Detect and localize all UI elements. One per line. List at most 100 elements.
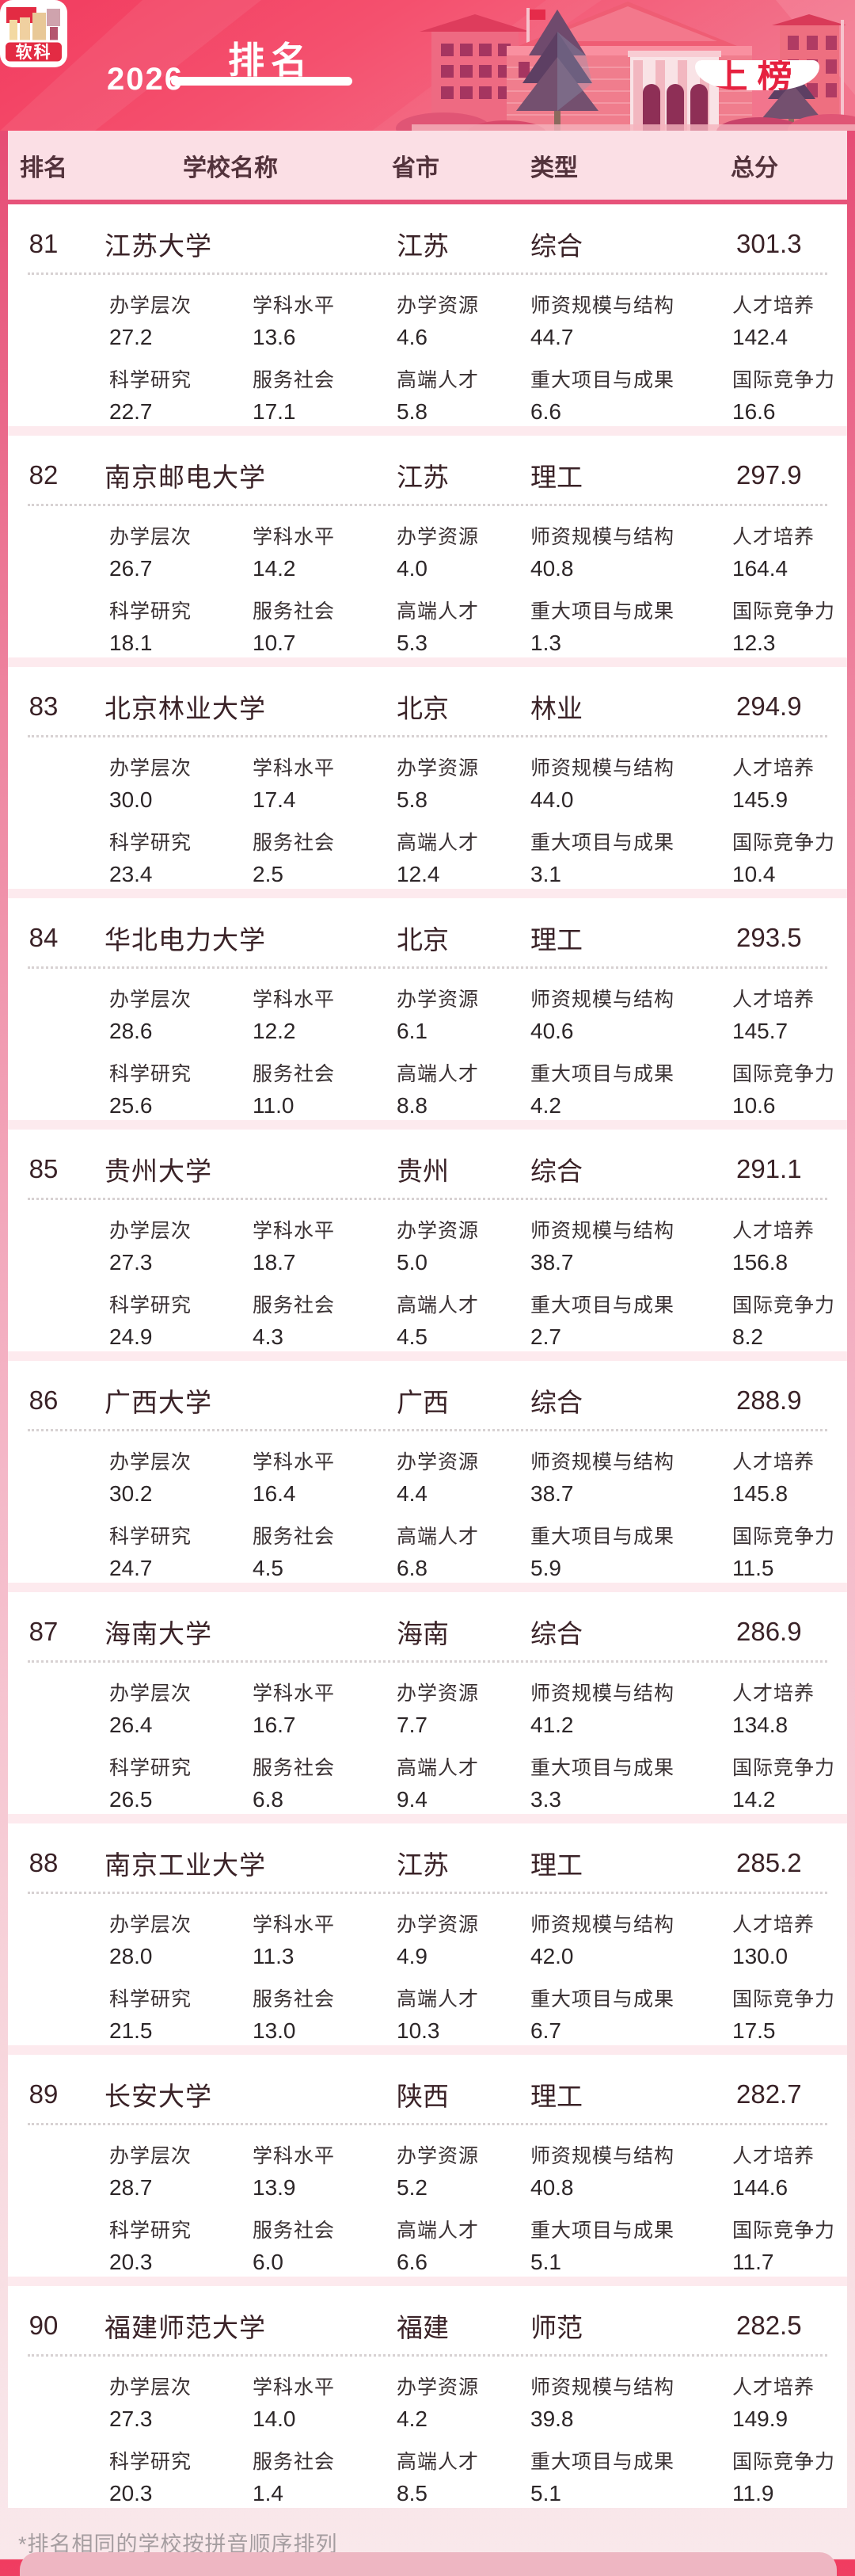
metric-value: 3.3	[530, 1787, 561, 1812]
metrics-grid: 办学层次 30.0 学科水平 17.4 办学资源 5.8 师资规模与结构 44.0 人才培养 14…	[8, 756, 847, 888]
ranking-year: 2026	[107, 62, 184, 97]
metric-cell: 重大项目与成果 2.7	[530, 1294, 732, 1351]
school-name: 长安大学	[104, 2082, 212, 2111]
metric-label: 科学研究	[109, 2451, 192, 2473]
rank-value: 81	[28, 229, 59, 258]
metric-cell: 科学研究 24.7	[109, 1525, 253, 1582]
metric-value: 7.7	[397, 1713, 428, 1737]
metric-value: 38.7	[530, 1481, 574, 1506]
metric-cell: 人才培养 145.8	[732, 1450, 847, 1507]
metric-cell: 办学资源 5.2	[397, 2144, 530, 2201]
metric-cell: 人才培养 142.4	[732, 294, 847, 351]
metric-cell: 服务社会 6.0	[253, 2219, 397, 2276]
metric-cell: 师资规模与结构 38.7	[530, 1450, 732, 1507]
metric-cell: 人才培养 130.0	[732, 1913, 847, 1970]
metric-value: 5.3	[397, 631, 428, 655]
dotted-divider	[28, 1892, 827, 1894]
metric-cell: 办学层次 30.0	[109, 756, 253, 814]
metric-label: 科学研究	[109, 1063, 192, 1085]
bottom-rounded-bar	[20, 2552, 837, 2576]
metric-cell: 高端人才 5.3	[397, 600, 530, 657]
metric-value: 12.2	[253, 1019, 296, 1043]
metric-cell: 国际竞争力 16.6	[732, 368, 847, 425]
metric-label: 人才培养	[732, 757, 815, 779]
school-card[interactable]: 84 华北电力大学 北京 理工 293.5 办学层次 28.6 学科水平 12.2 办学…	[8, 898, 847, 1120]
card-top-row: 83 北京林业大学 北京 林业 294.9	[8, 688, 847, 723]
type-value: 综合	[530, 1157, 583, 1186]
metric-value: 10.4	[732, 862, 776, 886]
metric-cell: 师资规模与结构 38.7	[530, 1219, 732, 1276]
metric-value: 30.2	[109, 1481, 153, 1506]
metric-value: 26.5	[109, 1787, 153, 1812]
school-card[interactable]: 89 长安大学 陕西 理工 282.7 办学层次 28.7 学科水平 13.9 办学资源…	[8, 2055, 847, 2277]
metric-label: 人才培养	[732, 1220, 815, 1242]
province-value: 陕西	[397, 2082, 449, 2111]
school-card[interactable]: 86 广西大学 广西 综合 288.9 办学层次 30.2 学科水平 16.4 办学资源…	[8, 1361, 847, 1583]
province-value: 广西	[397, 1388, 449, 1417]
metrics-grid: 办学层次 27.2 学科水平 13.6 办学资源 4.6 师资规模与结构 44.7 人才培养 14…	[8, 294, 847, 425]
rank-value: 84	[28, 923, 59, 952]
metric-value: 13.6	[253, 325, 296, 349]
metric-value: 13.9	[253, 2175, 296, 2200]
school-card[interactable]: 83 北京林业大学 北京 林业 294.9 办学层次 30.0 学科水平 17.4 办学…	[8, 667, 847, 889]
metric-cell: 人才培养 134.8	[732, 1682, 847, 1739]
metric-value: 4.6	[397, 325, 428, 349]
metric-cell: 重大项目与成果 5.9	[530, 1525, 732, 1582]
metric-label: 办学资源	[397, 2376, 480, 2399]
school-name: 贵州大学	[104, 1157, 212, 1186]
metric-cell: 学科水平 17.4	[253, 756, 397, 814]
metric-cell: 办学层次 28.0	[109, 1913, 253, 1970]
metric-cell: 办学层次 27.2	[109, 294, 253, 351]
metric-label: 学科水平	[253, 1451, 336, 1473]
metric-label: 服务社会	[253, 2220, 336, 2242]
card-top-row: 86 广西大学 广西 综合 288.9	[8, 1381, 847, 1417]
metric-cell: 学科水平 16.7	[253, 1682, 397, 1739]
type-value: 林业	[530, 694, 583, 723]
metric-label: 国际竞争力	[732, 2220, 836, 2242]
metric-label: 办学层次	[109, 1451, 192, 1473]
metric-label: 科学研究	[109, 2220, 192, 2242]
school-card[interactable]: 85 贵州大学 贵州 综合 291.1 办学层次 27.3 学科水平 18.7 办学资源…	[8, 1130, 847, 1351]
rank-value: 86	[28, 1385, 59, 1415]
metric-label: 师资规模与结构	[530, 1914, 675, 1936]
header-province: 省市	[392, 154, 439, 181]
metric-cell: 学科水平 13.6	[253, 294, 397, 351]
header-school: 学校名称	[183, 154, 278, 181]
type-value: 理工	[530, 463, 583, 492]
metric-label: 师资规模与结构	[530, 989, 675, 1011]
metric-label: 高端人才	[397, 832, 480, 854]
metric-label: 办学层次	[109, 295, 192, 317]
metric-value: 18.7	[253, 1250, 296, 1275]
metric-cell: 办学资源 7.7	[397, 1682, 530, 1739]
metrics-grid: 办学层次 27.3 学科水平 14.0 办学资源 4.2 师资规模与结构 39.8 人才培养 14…	[8, 2376, 847, 2507]
metric-label: 科学研究	[109, 1526, 192, 1548]
metric-value: 17.1	[253, 399, 296, 424]
dotted-divider	[28, 272, 827, 275]
metric-cell: 国际竞争力 10.6	[732, 1062, 847, 1119]
school-card[interactable]: 87 海南大学 海南 综合 286.9 办学层次 26.4 学科水平 16.7 办学资源…	[8, 1592, 847, 1814]
rank-value: 83	[28, 692, 59, 721]
metric-value: 3.1	[530, 862, 561, 886]
metric-label: 服务社会	[253, 1526, 336, 1548]
card-top-row: 84 华北电力大学 北京 理工 293.5	[8, 919, 847, 955]
metric-value: 12.3	[732, 631, 776, 655]
school-card[interactable]: 81 江苏大学 江苏 综合 301.3 办学层次 27.2 学科水平 13.6 办学资源…	[8, 204, 847, 426]
dotted-divider	[28, 2354, 827, 2357]
dotted-divider	[28, 504, 827, 506]
metric-cell: 科学研究 22.7	[109, 368, 253, 425]
metric-label: 学科水平	[253, 757, 336, 779]
metric-cell: 高端人才 8.8	[397, 1062, 530, 1119]
metric-label: 师资规模与结构	[530, 757, 675, 779]
school-name: 海南大学	[104, 1619, 212, 1648]
rank-value: 87	[28, 1617, 59, 1646]
metric-value: 134.8	[732, 1713, 788, 1737]
metric-cell: 高端人才 5.8	[397, 368, 530, 425]
province-value: 江苏	[397, 1850, 449, 1880]
school-name: 北京林业大学	[104, 694, 266, 723]
school-card[interactable]: 82 南京邮电大学 江苏 理工 297.9 办学层次 26.7 学科水平 14.2 办学…	[8, 436, 847, 657]
school-card[interactable]: 88 南京工业大学 江苏 理工 285.2 办学层次 28.0 学科水平 11.3 办学…	[8, 1823, 847, 2045]
metric-value: 6.8	[253, 1787, 283, 1812]
dotted-divider	[28, 2123, 827, 2125]
metric-cell: 服务社会 6.8	[253, 1756, 397, 1813]
school-card[interactable]: 90 福建师范大学 福建 师范 282.5 办学层次 27.3 学科水平 14.0 办学…	[8, 2286, 847, 2508]
